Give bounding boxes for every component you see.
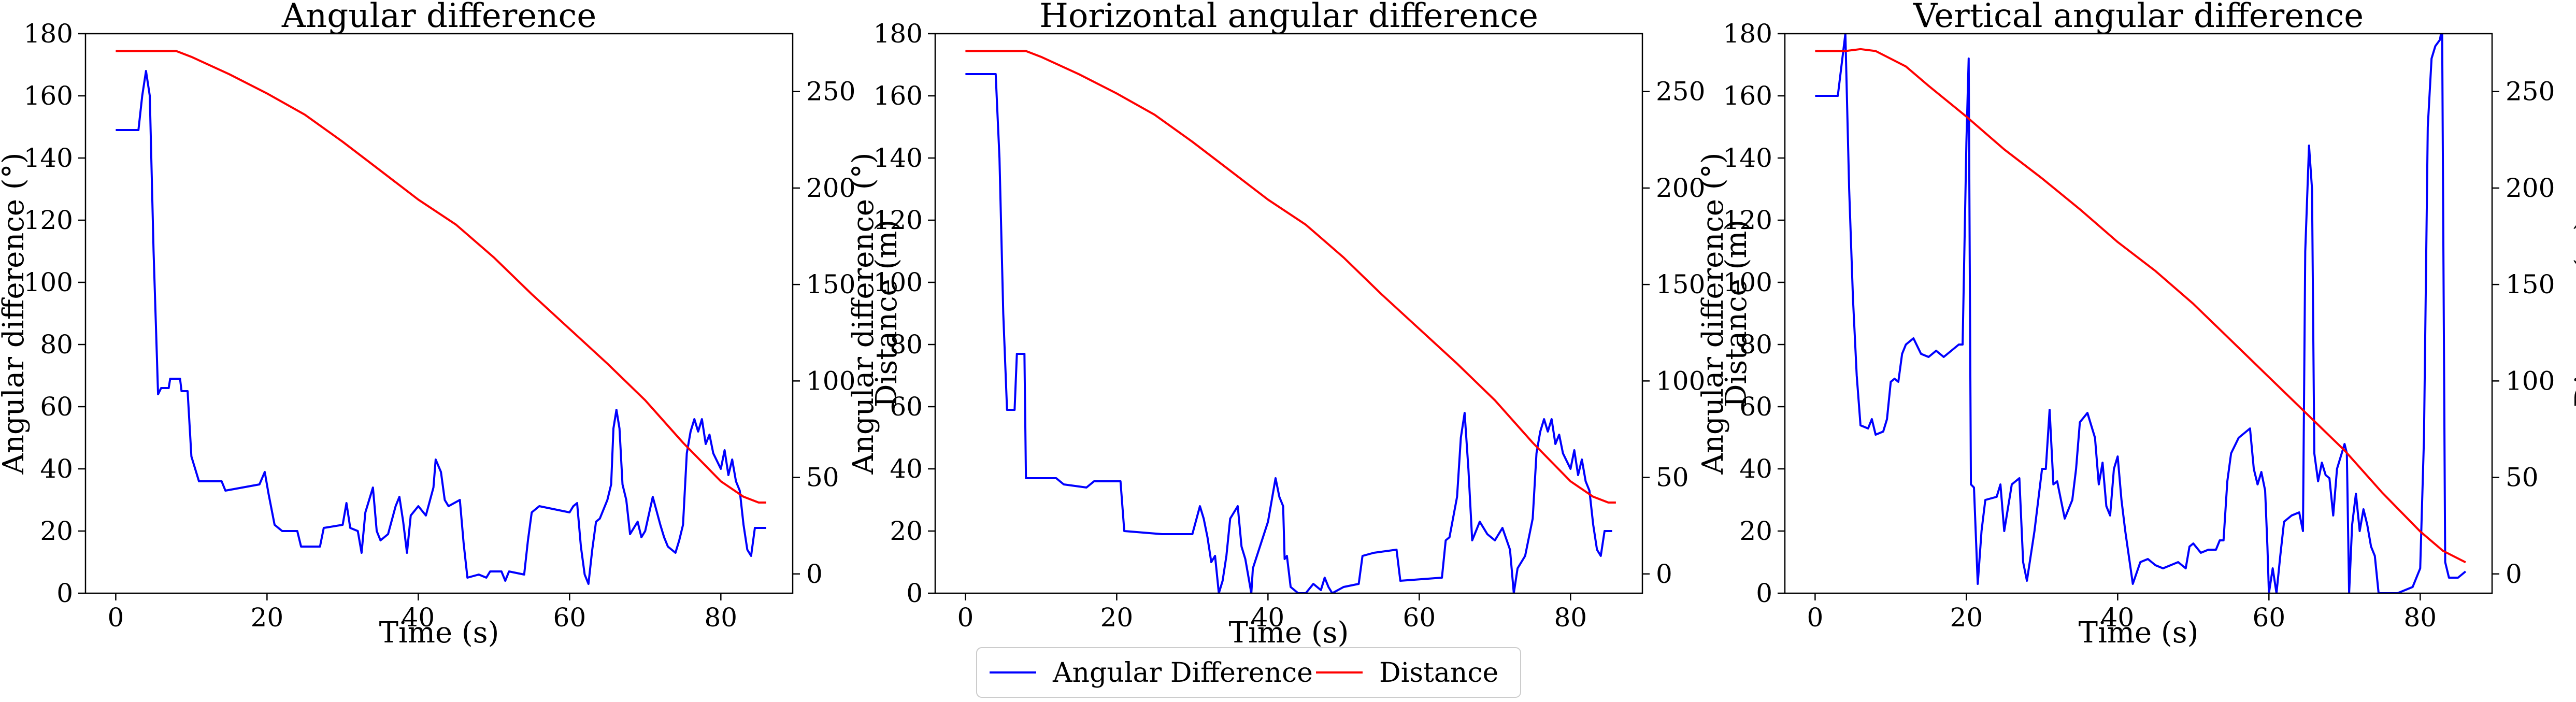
- series-line-angular-difference-vertical-angular-difference: [1815, 34, 2467, 593]
- chart-title-horizontal-angular-difference: Horizontal angular difference: [1039, 0, 1538, 35]
- y-tick-label-horizontal-angular-difference: 180: [874, 19, 923, 49]
- y-tick-label-angular-difference: 20: [40, 516, 73, 546]
- y-tick-label-angular-difference: 60: [40, 392, 73, 422]
- plot-frame-horizontal-angular-difference: [934, 33, 1643, 594]
- plot-frame-angular-difference: [84, 33, 794, 594]
- x-tick-label-horizontal-angular-difference: 20: [1100, 603, 1134, 633]
- legend-label-distance: Distance: [1379, 657, 1498, 689]
- x-tick-label-vertical-angular-difference: 20: [1950, 603, 1983, 633]
- y-right-tick-label-horizontal-angular-difference: 250: [1656, 77, 1705, 107]
- y-tick-label-vertical-angular-difference: 180: [1723, 19, 1772, 49]
- y-tick-label-horizontal-angular-difference: 60: [890, 392, 923, 422]
- y-right-tick-label-vertical-angular-difference: 250: [2506, 77, 2555, 107]
- x-tick-label-angular-difference: 40: [402, 603, 435, 633]
- y-tick-label-vertical-angular-difference: 60: [1739, 392, 1772, 422]
- y-right-tick-label-angular-difference: 250: [806, 77, 855, 107]
- y-tick-label-horizontal-angular-difference: 160: [874, 81, 923, 111]
- y-right-tick-label-vertical-angular-difference: 150: [2506, 269, 2555, 299]
- chart-title-vertical-angular-difference: Vertical angular difference: [1913, 0, 2364, 35]
- y-tick-label-angular-difference: 0: [56, 578, 73, 608]
- y-axis-label-angular-difference: Angular difference (°): [0, 153, 31, 475]
- panel-vertical-angular-difference: 0 20 40 60 80 0 20 40 60 80 100 120 140 160 180 0 50 100 1…: [1696, 0, 2576, 650]
- y-tick-label-angular-difference: 120: [24, 205, 73, 235]
- x-tick-label-horizontal-angular-difference: 40: [1252, 603, 1285, 633]
- chart-title-angular-difference: Angular difference: [281, 0, 596, 35]
- y-right-axis-label-angular-difference: Distance (m): [870, 220, 904, 408]
- y-tick-label-angular-difference: 180: [24, 19, 73, 49]
- x-tick-label-vertical-angular-difference: 80: [2403, 603, 2437, 633]
- x-tick-label-angular-difference: 80: [704, 603, 737, 633]
- y-tick-label-angular-difference: 100: [24, 267, 73, 297]
- x-tick-label-horizontal-angular-difference: 80: [1554, 603, 1587, 633]
- y-right-tick-label-vertical-angular-difference: 0: [2506, 559, 2522, 589]
- y-tick-label-horizontal-angular-difference: 140: [874, 143, 923, 173]
- y-axis-label-vertical-angular-difference: Angular difference (°): [1696, 153, 1730, 475]
- y-tick-label-vertical-angular-difference: 80: [1739, 329, 1772, 360]
- y-right-tick-label-angular-difference: 0: [806, 559, 823, 589]
- y-right-tick-label-horizontal-angular-difference: 0: [1656, 559, 1672, 589]
- y-tick-label-angular-difference: 40: [40, 454, 73, 484]
- y-tick-label-horizontal-angular-difference: 100: [874, 267, 923, 297]
- series-line-angular-difference-horizontal-angular-difference: [965, 73, 1612, 593]
- y-right-tick-label-horizontal-angular-difference: 50: [1656, 463, 1689, 493]
- y-tick-label-angular-difference: 160: [24, 81, 73, 111]
- y-right-tick-label-horizontal-angular-difference: 200: [1656, 173, 1705, 203]
- y-right-tick-label-vertical-angular-difference: 200: [2506, 173, 2555, 203]
- y-tick-label-horizontal-angular-difference: 120: [874, 205, 923, 235]
- y-tick-label-vertical-angular-difference: 160: [1723, 81, 1772, 111]
- y-tick-label-vertical-angular-difference: 100: [1723, 267, 1772, 297]
- legend-label-angular-difference: Angular Difference: [1052, 657, 1313, 689]
- y-axis-label-horizontal-angular-difference: Angular difference (°): [847, 153, 880, 475]
- y-right-tick-label-angular-difference: 150: [806, 269, 855, 299]
- x-tick-label-angular-difference: 20: [251, 603, 284, 633]
- y-right-tick-label-angular-difference: 200: [806, 173, 855, 203]
- y-tick-label-horizontal-angular-difference: 80: [890, 329, 923, 360]
- x-tick-label-horizontal-angular-difference: 60: [1403, 603, 1436, 633]
- x-tick-label-horizontal-angular-difference: 0: [957, 603, 974, 633]
- series-line-distance-horizontal-angular-difference: [965, 50, 1616, 504]
- y-right-axis-label-vertical-angular-difference: Distance (m): [2569, 220, 2576, 408]
- plot-frame-vertical-angular-difference: [1784, 33, 2493, 594]
- y-right-axis-label-horizontal-angular-difference: Distance (m): [1720, 220, 1753, 408]
- x-tick-label-vertical-angular-difference: 60: [2253, 603, 2286, 633]
- x-axis-label-angular-difference: Time (s): [379, 616, 499, 650]
- y-right-tick-label-horizontal-angular-difference: 100: [1656, 366, 1705, 396]
- y-tick-label-horizontal-angular-difference: 20: [890, 516, 923, 546]
- y-right-tick-label-horizontal-angular-difference: 150: [1656, 269, 1705, 299]
- legend: Angular Difference Distance: [976, 647, 1521, 698]
- y-right-tick-label-angular-difference: 100: [806, 366, 855, 396]
- y-tick-label-angular-difference: 80: [40, 329, 73, 360]
- y-tick-label-angular-difference: 140: [24, 143, 73, 173]
- y-right-tick-label-vertical-angular-difference: 100: [2506, 366, 2555, 396]
- x-tick-label-angular-difference: 0: [107, 603, 124, 633]
- x-tick-label-vertical-angular-difference: 40: [2101, 603, 2135, 633]
- y-tick-label-vertical-angular-difference: 40: [1739, 454, 1772, 484]
- y-tick-label-horizontal-angular-difference: 40: [890, 454, 923, 484]
- y-tick-label-horizontal-angular-difference: 0: [906, 578, 923, 608]
- panel-angular-difference: 0 20 40 60 80 0 20 40 60 80 100 120 140 160 180 0 50 100 1…: [0, 0, 904, 650]
- y-right-tick-label-angular-difference: 50: [806, 463, 839, 493]
- series-line-distance-angular-difference: [116, 50, 766, 504]
- y-tick-label-vertical-angular-difference: 20: [1739, 516, 1772, 546]
- x-tick-label-angular-difference: 60: [553, 603, 586, 633]
- y-tick-label-vertical-angular-difference: 0: [1756, 578, 1772, 608]
- y-tick-label-vertical-angular-difference: 120: [1723, 205, 1772, 235]
- series-line-angular-difference-angular-difference: [116, 70, 766, 585]
- y-right-tick-label-vertical-angular-difference: 50: [2506, 463, 2539, 493]
- legend-frame: [976, 647, 1521, 698]
- series-line-distance-vertical-angular-difference: [1815, 48, 2466, 564]
- panel-horizontal-angular-difference: 0 20 40 60 80 0 20 40 60 80 100 120 140 160 180 0 50 100 1…: [847, 0, 1753, 650]
- y-tick-label-vertical-angular-difference: 140: [1723, 143, 1772, 173]
- x-tick-label-vertical-angular-difference: 0: [1807, 603, 1823, 633]
- x-axis-label-vertical-angular-difference: Time (s): [2079, 616, 2199, 650]
- x-axis-label-horizontal-angular-difference: Time (s): [1229, 616, 1349, 650]
